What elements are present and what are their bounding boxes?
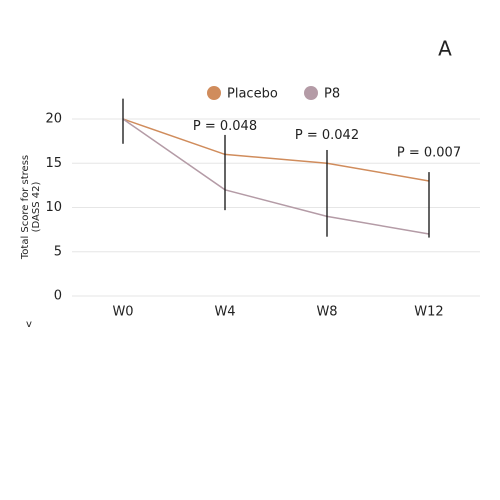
- x-tick-label: W8: [316, 305, 337, 320]
- x-tick-label: W4: [214, 305, 235, 320]
- p-value-label: P = 0.007: [397, 145, 461, 160]
- y-axis-label: (DASS 42): [31, 182, 42, 233]
- x-tick-label: W0: [112, 305, 133, 320]
- x-tick-label: W12: [414, 305, 443, 320]
- y-axis-label: Total Score for stress: [20, 155, 31, 260]
- panel-label: A: [438, 37, 452, 61]
- y-tick-label: 10: [45, 200, 62, 215]
- stray-text: v: [26, 319, 32, 330]
- y-tick-label: 15: [45, 156, 62, 171]
- legend-swatch: [304, 86, 318, 100]
- p-value-label: P = 0.048: [193, 119, 257, 134]
- y-tick-label: 5: [54, 244, 62, 259]
- y-tick-label: 0: [54, 289, 62, 304]
- y-tick-label: 20: [45, 112, 62, 127]
- series-line: [122, 118, 430, 182]
- legend-label: P8: [324, 87, 340, 102]
- p-value-label: P = 0.042: [295, 128, 359, 143]
- legend-label: Placebo: [227, 87, 278, 102]
- series-line: [122, 118, 430, 235]
- legend-swatch: [207, 86, 221, 100]
